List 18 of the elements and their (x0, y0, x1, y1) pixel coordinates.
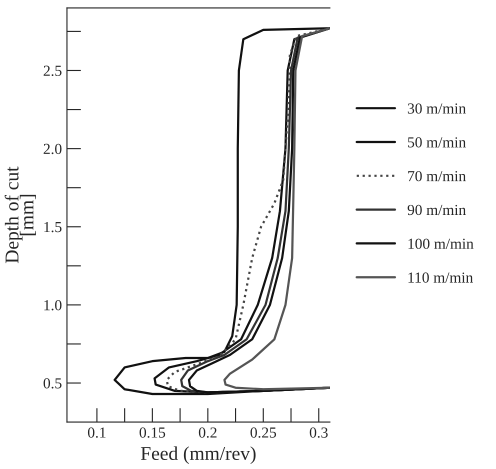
legend-label: 50 m/min (408, 137, 466, 148)
x-axis-title: Feed (mm/rev) (140, 446, 256, 464)
x-tick-label: 0.25 (250, 427, 276, 438)
legend-label: 70 m/min (408, 170, 466, 182)
x-tick-label: 0.3 (310, 427, 328, 438)
legend-label: 110 m/min (408, 272, 473, 283)
y-axis-title: Depth of cut [mm] (4, 166, 36, 264)
legend-label: 100 m/min (408, 238, 474, 249)
x-tick-label: 0.15 (140, 427, 166, 438)
x-tick-label: 0.1 (88, 427, 106, 438)
y-tick-label: 0.5 (44, 378, 62, 389)
x-tick-label: 0.2 (198, 427, 217, 438)
y-tick-label: 2.0 (44, 144, 62, 154)
y-tick-label: 1.5 (44, 222, 62, 232)
legend-label: 90 m/min (408, 204, 466, 216)
legend-label: 30 m/min (408, 103, 466, 114)
y-tick-label: 1.0 (44, 300, 62, 310)
y-tick-label: 2.5 (44, 66, 62, 76)
